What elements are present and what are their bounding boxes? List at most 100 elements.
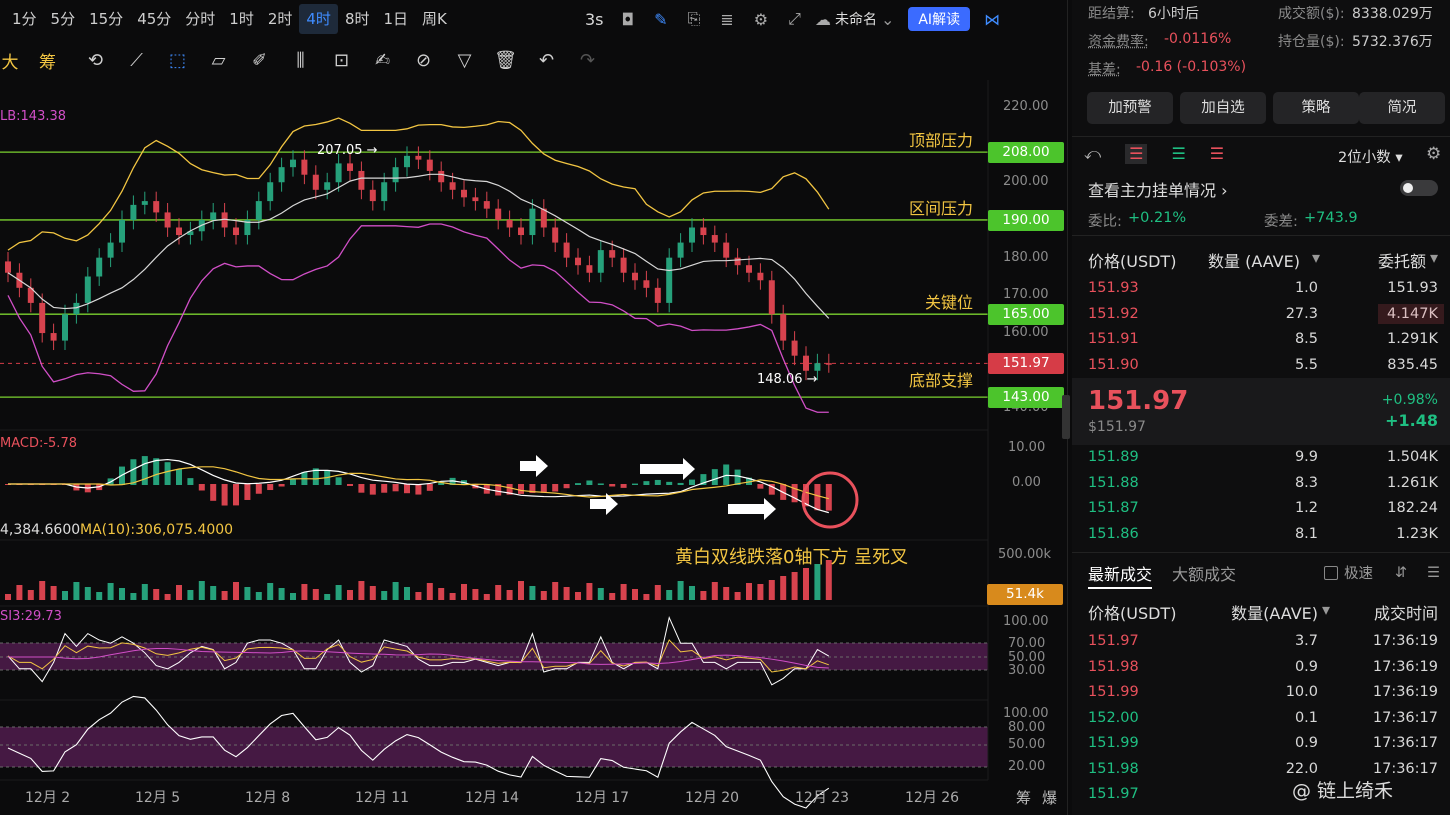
macd-bar [803,484,809,507]
book-header-amount[interactable]: 委托额 [1377,252,1426,271]
price-tag-green: 143.00 [988,387,1064,409]
date-axis-burst[interactable]: 爆 [1042,789,1058,807]
fast-checkbox[interactable] [1324,565,1338,580]
book-header-qty[interactable]: 数量 (AAVE) [1208,252,1300,271]
sort-icon[interactable]: ⇵ [1395,564,1408,581]
fullscreen-icon[interactable]: ⤢ [788,9,801,28]
timeframe-9[interactable]: 1日 [383,10,409,28]
bid-row[interactable]: 151.87 1.2 182.24 [1088,500,1438,516]
book-mode-bids-icon[interactable]: ☰ [1171,144,1186,163]
trash-icon[interactable]: 🗑 [494,49,517,71]
chevron-down-icon[interactable]: ⌄ [880,9,895,29]
trade-row[interactable]: 151.99 10.0 17:36:19 [1088,684,1438,700]
trade-header-qty[interactable]: 数量(AAVE) [1231,604,1318,623]
fast-mode-toggle[interactable]: 极速 ⇵ ☰ [1324,562,1440,583]
ruler-icon[interactable]: ▱ [211,49,226,71]
qty-dropdown-icon[interactable]: ▾ [1312,248,1321,267]
trade-row[interactable]: 152.00 0.1 17:36:17 [1088,710,1438,726]
select-icon[interactable]: ⬚ [168,49,186,71]
bid-q: 9.9 [1294,449,1318,465]
trade-row[interactable]: 151.98 0.9 17:36:19 [1088,659,1438,675]
filter-list-icon[interactable]: ☰ [1427,564,1441,581]
interval-label[interactable]: 3s [585,9,604,29]
share-icon[interactable]: ⋈ [984,9,1001,29]
candle [233,227,239,236]
trade-qty-dropdown-icon[interactable]: ▾ [1322,600,1331,619]
timeframe-10[interactable]: 周K [422,10,447,28]
pencil-icon[interactable]: ✎ [654,9,668,29]
settings-icon[interactable]: ⚙ [753,9,769,29]
timeframe-7[interactable]: 4时 [299,4,338,34]
panel-collapse-handle[interactable] [1062,395,1070,439]
refresh-icon[interactable]: ⟲ [87,49,104,71]
timeframe-6[interactable]: 2时 [267,10,293,28]
note-icon[interactable]: ✍ [374,49,391,71]
add-alert-button[interactable]: 加预警 [1087,92,1173,124]
macd-bar [540,484,547,493]
ask-row[interactable]: 151.90 5.5 835.45 [1088,357,1438,373]
ask-row[interactable]: 151.92 27.3 4.147K [1088,306,1438,322]
timeframe-3[interactable]: 45分 [137,10,172,28]
add-watchlist-button[interactable]: 加自选 [1180,92,1266,124]
candle [392,167,399,183]
redo-icon[interactable]: ↷ [579,49,596,71]
fast-label: 极速 [1344,566,1373,582]
bid-a: 182.24 [1387,500,1438,516]
volume-bar [700,591,707,600]
book-mode-both-icon[interactable]: ☰ [1125,144,1148,164]
strategy-button[interactable]: 策略 [1273,92,1359,124]
trade-row[interactable]: 151.97 [1088,786,1438,802]
timeframe-2[interactable]: 15分 [89,10,124,28]
book-settings-icon[interactable]: ⚙ [1426,144,1442,164]
camera-icon[interactable]: ◘ [621,9,635,29]
timeframe-0[interactable]: 1分 [12,10,37,28]
lock-icon[interactable]: ⊡ [333,49,350,71]
decimals-select[interactable]: 2位小数 ▾ [1338,150,1403,166]
timeframe-8[interactable]: 8时 [344,10,370,28]
trade-row[interactable]: 151.99 0.9 17:36:17 [1088,735,1438,751]
brush-icon[interactable]: ✐ [251,49,268,71]
overview-button[interactable]: 简况 [1359,92,1445,124]
bid-a: 1.504K [1386,449,1438,465]
tab-latest-trades[interactable]: 最新成交 [1088,561,1153,589]
volume-bar [198,581,205,600]
bid-row[interactable]: 151.88 8.3 1.261K [1088,475,1438,491]
timeframe-1[interactable]: 5分 [50,10,76,28]
template-icon[interactable]: ⎘ [687,9,701,28]
level-label: 区间压力 [908,198,973,218]
bid-row[interactable]: 151.89 9.9 1.504K [1088,449,1438,465]
book-mode-asks-icon[interactable]: ☰ [1209,144,1225,163]
oi-value: 5732.376万 [1352,34,1433,50]
price-axis-label: 220.00 [1003,98,1049,114]
candle-icon[interactable]: ⫼ [296,49,305,71]
crossline-icon[interactable]: ⟋ [130,49,143,71]
trade-row[interactable]: 151.97 3.7 17:36:19 [1088,633,1438,649]
ask-row[interactable]: 151.91 8.5 1.291K [1088,331,1438,347]
date-axis-chip[interactable]: 筹 [1016,789,1032,807]
volume-bar [506,590,513,600]
indicator-icon[interactable]: ≣ [720,9,734,29]
undo-icon[interactable]: ↶ [538,49,555,71]
filter-icon[interactable]: ▽ [457,49,472,71]
book-mode-compact-icon[interactable]: ⤺ [1084,144,1102,163]
timeframe-5[interactable]: 1时 [229,10,254,28]
magnet-icon[interactable]: ⊘ [415,49,432,71]
trade-row[interactable]: 151.98 22.0 17:36:17 [1088,761,1438,777]
tab-large-trades[interactable]: 大额成交 [1172,565,1237,584]
ai-button[interactable]: AI解读 [908,7,971,31]
ask-row[interactable]: 151.93 1.0 151.93 [1088,280,1438,296]
macd-bar [415,484,422,495]
main-orders-toggle[interactable] [1400,180,1438,196]
candle [73,302,80,315]
kline-chart[interactable] [0,0,1068,815]
layout-name[interactable]: 未命名 [834,12,877,28]
amount-dropdown-icon[interactable]: ▾ [1429,248,1438,267]
trade-q: 3.7 [1294,633,1318,649]
toolbar-chip[interactable]: 筹 [39,52,56,73]
last-price-usd: $151.97 [1088,419,1146,435]
toolbar-big[interactable]: 大 [1,52,19,73]
timeframe-4[interactable]: 分时 [185,10,216,28]
main-orders-link[interactable]: 查看主力挂单情况 › [1088,181,1228,200]
chart-area[interactable]: 1分 5分 15分 45分 分时 1时 2时 4时 8时 1日 周K 3s ◘ ✎ ⎘ ≣ ⚙ ⤢ … [0,0,1070,815]
bid-row[interactable]: 151.86 8.1 1.23K [1088,526,1438,542]
